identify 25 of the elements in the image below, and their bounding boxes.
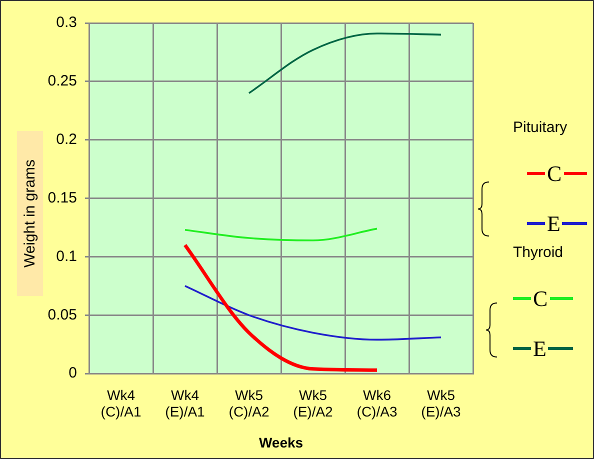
text: E bbox=[531, 336, 548, 362]
text: C bbox=[531, 286, 550, 312]
y-axis-title: Weight in grams bbox=[22, 159, 39, 268]
x-tick-label: Wk4 (C)/A1 bbox=[100, 386, 142, 420]
y-tick-label: 0.3 bbox=[56, 14, 77, 32]
line-series bbox=[184, 228, 378, 242]
x-tick-label: Wk6 (C)/A3 bbox=[356, 386, 398, 420]
line-series bbox=[184, 285, 442, 341]
y-tick-label: 0.05 bbox=[48, 306, 77, 324]
x-tick-label: Wk5 (E)/A2 bbox=[293, 386, 334, 420]
y-tick-label: 0.15 bbox=[48, 189, 77, 206]
text: Pituitary bbox=[513, 119, 568, 136]
text: C bbox=[545, 161, 564, 187]
x-tick-label: Wk4 (E)/A1 bbox=[165, 386, 206, 420]
x-axis-title: Weeks bbox=[258, 434, 304, 450]
y-tick-label: 0.1 bbox=[56, 248, 77, 265]
text: E bbox=[545, 211, 562, 237]
y-tick-label: 0.2 bbox=[56, 131, 77, 148]
x-tick-label: Wk5 (E)/A3 bbox=[421, 386, 462, 420]
y-tick-label: 0.25 bbox=[48, 72, 77, 90]
x-tick-label: Wk5 (C)/A2 bbox=[228, 386, 270, 420]
y-tick-label: 0 bbox=[68, 364, 77, 382]
text: Thyroid bbox=[513, 244, 564, 261]
line-series bbox=[248, 32, 442, 94]
line-series bbox=[183, 243, 379, 372]
